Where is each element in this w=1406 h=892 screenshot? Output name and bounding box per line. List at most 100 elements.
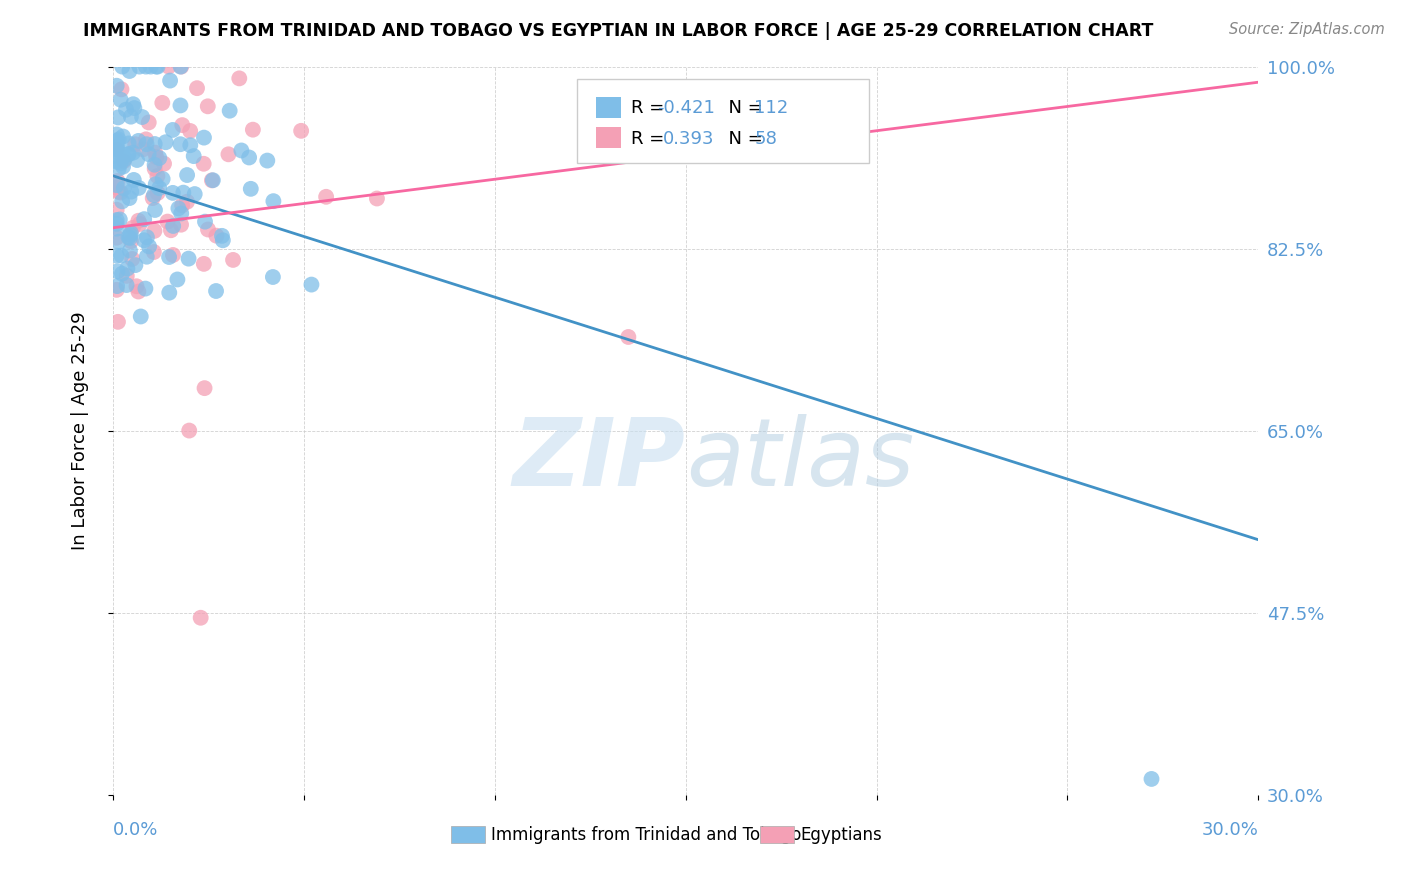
Point xyxy=(115,268,138,283)
Point xyxy=(124,258,146,272)
Point xyxy=(143,145,166,160)
Point xyxy=(105,128,128,142)
FancyBboxPatch shape xyxy=(596,96,621,118)
Point xyxy=(228,71,250,86)
Point xyxy=(162,219,184,233)
Point xyxy=(138,147,160,161)
Point xyxy=(122,97,145,112)
Point xyxy=(115,103,138,117)
Point xyxy=(166,272,188,286)
Point xyxy=(134,212,156,227)
Point xyxy=(122,173,145,187)
Point xyxy=(120,110,142,124)
Point xyxy=(128,181,150,195)
Point xyxy=(162,123,184,137)
Point xyxy=(105,279,128,293)
Point xyxy=(170,206,193,220)
Point xyxy=(108,212,131,227)
Point xyxy=(111,60,134,74)
Point xyxy=(105,202,128,217)
Point xyxy=(156,214,179,228)
Point xyxy=(169,60,191,74)
Point xyxy=(127,285,149,299)
Point xyxy=(231,144,253,158)
Point xyxy=(193,157,215,171)
Point xyxy=(315,190,337,204)
Text: 0.393: 0.393 xyxy=(662,129,714,148)
Point xyxy=(159,73,181,87)
Point xyxy=(256,153,278,168)
Point xyxy=(143,188,166,202)
Point xyxy=(135,60,157,74)
Point xyxy=(172,118,194,132)
Point xyxy=(110,82,132,96)
Point xyxy=(201,173,224,187)
Point xyxy=(105,143,128,157)
Point xyxy=(146,186,169,200)
Point xyxy=(183,187,205,202)
Point xyxy=(169,98,191,112)
Point xyxy=(118,244,141,258)
Point xyxy=(112,160,135,174)
Point xyxy=(179,138,201,153)
Point xyxy=(135,250,157,264)
Point xyxy=(105,181,128,195)
Point xyxy=(112,154,135,169)
Point xyxy=(111,267,134,281)
Point xyxy=(170,218,193,232)
Point xyxy=(157,285,180,300)
Point xyxy=(125,279,148,293)
Point xyxy=(148,181,170,195)
Point xyxy=(186,81,208,95)
Point xyxy=(124,137,146,152)
Point xyxy=(118,147,141,161)
Point xyxy=(162,248,184,262)
Point xyxy=(138,115,160,129)
Point xyxy=(155,135,177,149)
Point xyxy=(135,132,157,146)
Point xyxy=(105,140,128,154)
Point xyxy=(169,137,191,152)
FancyBboxPatch shape xyxy=(576,79,869,162)
Text: 0.0%: 0.0% xyxy=(112,821,159,838)
Text: R =: R = xyxy=(631,129,675,148)
Point xyxy=(111,129,134,144)
Point xyxy=(145,178,167,192)
Point xyxy=(222,252,245,267)
Point xyxy=(107,161,129,176)
Point xyxy=(105,221,128,235)
Point xyxy=(290,124,312,138)
Point xyxy=(110,249,132,263)
Point xyxy=(117,230,139,244)
Point xyxy=(142,191,165,205)
FancyBboxPatch shape xyxy=(451,826,485,843)
Point xyxy=(162,186,184,200)
Point xyxy=(129,310,152,324)
Point xyxy=(139,60,162,74)
Point xyxy=(218,103,240,118)
Text: atlas: atlas xyxy=(686,414,914,505)
Text: R =: R = xyxy=(631,99,669,117)
Point xyxy=(108,150,131,164)
Point xyxy=(128,60,150,74)
Point xyxy=(170,60,193,74)
Point xyxy=(108,235,131,249)
Point xyxy=(107,174,129,188)
Point xyxy=(172,186,194,200)
Point xyxy=(105,134,128,148)
Point xyxy=(107,315,129,329)
Point xyxy=(121,220,143,235)
Point xyxy=(201,173,224,187)
Point xyxy=(152,172,174,186)
Point xyxy=(143,136,166,151)
Point xyxy=(160,223,183,237)
Point xyxy=(262,194,284,209)
Point xyxy=(190,611,212,625)
Text: Source: ZipAtlas.com: Source: ZipAtlas.com xyxy=(1229,22,1385,37)
Point xyxy=(205,228,228,243)
Point xyxy=(105,154,128,169)
Point xyxy=(238,151,260,165)
Point xyxy=(117,136,139,151)
Point xyxy=(122,145,145,160)
Point xyxy=(131,110,153,124)
